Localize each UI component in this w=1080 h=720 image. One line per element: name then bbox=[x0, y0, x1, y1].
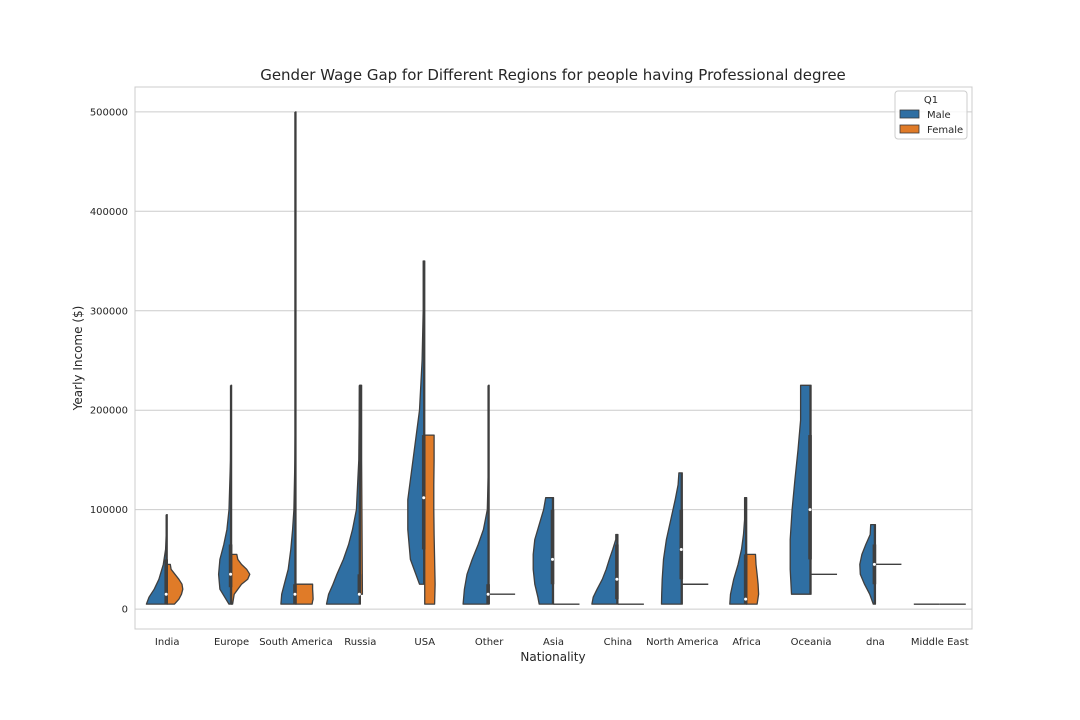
x-tick-label: Africa bbox=[732, 637, 761, 648]
y-axis-label: Yearly Income ($) bbox=[71, 306, 85, 412]
x-tick-label: Asia bbox=[543, 637, 564, 648]
legend-swatch-female bbox=[899, 124, 920, 134]
box-median bbox=[551, 557, 554, 561]
violin-female-south-america bbox=[295, 583, 314, 605]
x-tick-label: Other bbox=[475, 637, 504, 648]
box-iqr bbox=[357, 574, 362, 595]
violin-male-usa bbox=[407, 260, 426, 585]
violin-male-north-america bbox=[660, 472, 683, 605]
legend-label-male: Male bbox=[927, 110, 951, 121]
x-axis-label: Nationality bbox=[520, 650, 585, 664]
chart-title: Gender Wage Gap for Different Regions fo… bbox=[260, 66, 846, 84]
box-median bbox=[422, 496, 426, 500]
y-tick-label: 100000 bbox=[90, 505, 128, 516]
violin-female-india bbox=[166, 563, 184, 605]
x-tick-label: Europe bbox=[214, 637, 249, 648]
box-iqr bbox=[421, 435, 426, 550]
box-iqr bbox=[615, 544, 619, 600]
violin-male-india bbox=[145, 513, 168, 605]
x-tick-label: South America bbox=[259, 637, 333, 648]
box-median bbox=[357, 592, 361, 596]
box-iqr bbox=[743, 554, 748, 605]
box-median bbox=[293, 592, 297, 596]
box-median bbox=[486, 592, 490, 596]
legend-title: Q1 bbox=[924, 95, 938, 106]
x-tick-label: China bbox=[604, 637, 633, 648]
box-iqr bbox=[808, 435, 812, 560]
violin-male-asia bbox=[532, 497, 555, 605]
box-iqr bbox=[550, 509, 555, 585]
violins-layer bbox=[145, 111, 966, 605]
y-tick-label: 500000 bbox=[90, 107, 128, 118]
violin-male-africa bbox=[729, 497, 748, 605]
box-median bbox=[808, 508, 812, 512]
y-tick-label: 200000 bbox=[90, 406, 128, 417]
box-median bbox=[744, 597, 748, 601]
box-median bbox=[872, 562, 876, 566]
x-tick-label: Russia bbox=[344, 637, 376, 648]
violin-female-russia bbox=[359, 384, 364, 595]
box-median bbox=[164, 592, 168, 596]
x-tick-label: USA bbox=[414, 637, 435, 648]
violin-male-europe bbox=[217, 384, 233, 605]
violin-male-china bbox=[591, 533, 619, 605]
y-tick-label: 0 bbox=[122, 605, 128, 616]
box-median bbox=[679, 547, 683, 551]
x-tick-label: Oceania bbox=[791, 637, 832, 648]
y-tick-labels: 0 100000 200000 300000 400000 500000 bbox=[90, 107, 128, 615]
violin-female-usa bbox=[424, 434, 436, 605]
x-tick-label: North America bbox=[646, 637, 718, 648]
violin-male-other bbox=[462, 384, 490, 605]
legend-swatch-male bbox=[899, 109, 920, 119]
legend-label-female: Female bbox=[927, 125, 963, 136]
x-tick-label: Middle East bbox=[911, 637, 969, 648]
violin-female-europe bbox=[230, 553, 251, 605]
violin-female-africa bbox=[746, 553, 760, 605]
box-median bbox=[229, 572, 233, 576]
y-tick-label: 300000 bbox=[90, 306, 128, 317]
x-tick-labels: India Europe South America Russia USA Other As… bbox=[155, 637, 969, 648]
x-tick-label: dna bbox=[866, 637, 885, 648]
box-median bbox=[615, 577, 619, 581]
x-tick-label: India bbox=[155, 637, 180, 648]
box-iqr bbox=[228, 544, 233, 588]
box-iqr bbox=[164, 559, 168, 605]
violin-male-oceania bbox=[789, 384, 812, 595]
box-iqr bbox=[679, 509, 684, 580]
plot-frame bbox=[134, 86, 973, 630]
legend: Q1 Male Female bbox=[894, 90, 968, 140]
violin-male-dna bbox=[859, 523, 877, 605]
y-tick-label: 400000 bbox=[90, 207, 128, 218]
